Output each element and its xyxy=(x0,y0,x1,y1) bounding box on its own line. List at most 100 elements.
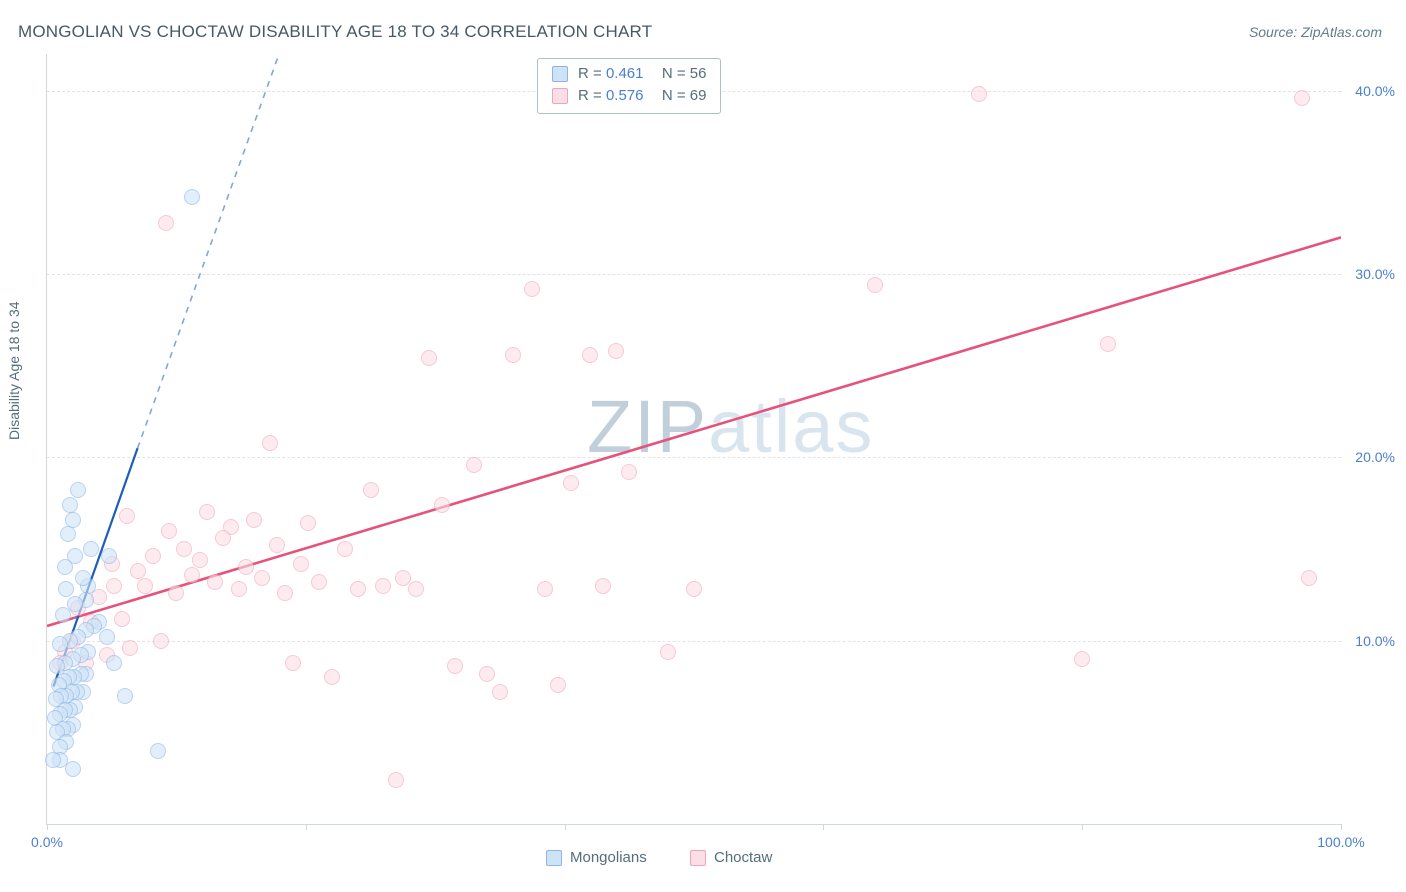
data-point xyxy=(285,655,301,671)
data-point xyxy=(262,435,278,451)
data-point xyxy=(55,607,71,623)
data-point xyxy=(447,658,463,674)
n-label: N = 69 xyxy=(653,85,706,107)
data-point xyxy=(168,585,184,601)
y-axis-label: Disability Age 18 to 34 xyxy=(6,301,22,440)
data-point xyxy=(363,482,379,498)
data-point xyxy=(119,508,135,524)
data-point xyxy=(75,570,91,586)
legend-label: Choctaw xyxy=(714,849,772,866)
data-point xyxy=(563,475,579,491)
source-attribution: Source: ZipAtlas.com xyxy=(1249,24,1382,40)
data-point xyxy=(207,574,223,590)
x-tick xyxy=(306,824,307,830)
data-point xyxy=(337,541,353,557)
data-point xyxy=(246,512,262,528)
data-point xyxy=(408,581,424,597)
data-point xyxy=(277,585,293,601)
data-point xyxy=(65,761,81,777)
data-point xyxy=(1301,570,1317,586)
x-tick-label: 0.0% xyxy=(31,834,63,850)
data-point xyxy=(45,752,61,768)
data-point xyxy=(122,640,138,656)
data-point xyxy=(595,578,611,594)
gridline xyxy=(47,274,1341,275)
r-label: R = 0.576 xyxy=(578,85,643,107)
swatch-icon xyxy=(690,850,706,866)
data-point xyxy=(70,482,86,498)
legend-label: Mongolians xyxy=(570,849,647,866)
swatch-mongolians xyxy=(552,66,568,82)
legend-item-choctaw: Choctaw xyxy=(690,849,772,866)
data-point xyxy=(99,629,115,645)
trend-lines xyxy=(47,54,1341,824)
data-point xyxy=(1294,90,1310,106)
watermark: ZIPatlas xyxy=(587,384,874,469)
data-point xyxy=(158,215,174,231)
x-tick xyxy=(823,824,824,830)
data-point xyxy=(971,86,987,102)
data-point xyxy=(192,552,208,568)
data-point xyxy=(52,636,68,652)
x-tick xyxy=(1341,824,1342,830)
data-point xyxy=(83,541,99,557)
data-point xyxy=(324,669,340,685)
data-point xyxy=(388,772,404,788)
data-point xyxy=(686,581,702,597)
data-point xyxy=(608,343,624,359)
data-point xyxy=(421,350,437,366)
data-point xyxy=(145,548,161,564)
data-point xyxy=(434,497,450,513)
data-point xyxy=(479,666,495,682)
chart-title: MONGOLIAN VS CHOCTAW DISABILITY AGE 18 T… xyxy=(18,22,652,42)
data-point xyxy=(60,526,76,542)
data-point xyxy=(660,644,676,660)
data-point xyxy=(254,570,270,586)
scatter-plot-area: ZIPatlas R = 0.461 N = 56 R = 0.576 N = … xyxy=(46,54,1341,825)
data-point xyxy=(199,504,215,520)
data-point xyxy=(184,567,200,583)
data-point xyxy=(537,581,553,597)
swatch-choctaw xyxy=(552,88,568,104)
data-point xyxy=(106,578,122,594)
n-label: N = 56 xyxy=(653,63,706,85)
gridline xyxy=(47,641,1341,642)
data-point xyxy=(550,677,566,693)
r-label: R = 0.461 xyxy=(578,63,643,85)
y-tick-label: 30.0% xyxy=(1355,266,1395,282)
data-point xyxy=(395,570,411,586)
legend-row-mongolians: R = 0.461 N = 56 xyxy=(552,63,706,85)
data-point xyxy=(137,578,153,594)
data-point xyxy=(1074,651,1090,667)
data-point xyxy=(215,530,231,546)
x-tick xyxy=(1082,824,1083,830)
swatch-icon xyxy=(546,850,562,866)
data-point xyxy=(524,281,540,297)
y-tick-label: 20.0% xyxy=(1355,449,1395,465)
data-point xyxy=(117,688,133,704)
data-point xyxy=(184,189,200,205)
legend-row-choctaw: R = 0.576 N = 69 xyxy=(552,85,706,107)
data-point xyxy=(269,537,285,553)
data-point xyxy=(300,515,316,531)
data-point xyxy=(1100,336,1116,352)
data-point xyxy=(492,684,508,700)
data-point xyxy=(106,655,122,671)
data-point xyxy=(62,497,78,513)
data-point xyxy=(231,581,247,597)
y-tick-label: 10.0% xyxy=(1355,633,1395,649)
data-point xyxy=(161,523,177,539)
data-point xyxy=(150,743,166,759)
data-point xyxy=(582,347,598,363)
x-tick-label: 100.0% xyxy=(1317,834,1364,850)
data-point xyxy=(130,563,146,579)
gridline xyxy=(47,457,1341,458)
trendline-mongolians-dash xyxy=(138,54,332,448)
data-point xyxy=(153,633,169,649)
data-point xyxy=(65,512,81,528)
data-point xyxy=(375,578,391,594)
y-tick-label: 40.0% xyxy=(1355,83,1395,99)
data-point xyxy=(867,277,883,293)
legend-item-mongolians: Mongolians xyxy=(546,849,647,866)
data-point xyxy=(114,611,130,627)
